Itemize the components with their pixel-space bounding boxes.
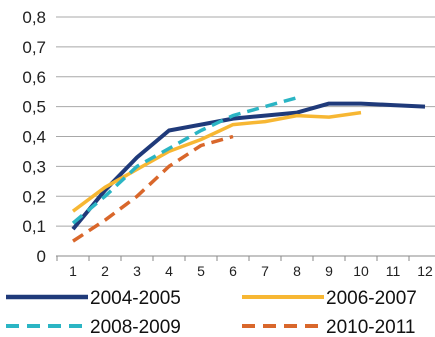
- y-tick-label: 0,1: [22, 217, 46, 236]
- legend-item: 2010-2011: [242, 317, 415, 337]
- series-line-2010-2011: [72, 134, 234, 243]
- series-line-2006-2007: [71, 110, 362, 213]
- gridlines: [56, 16, 435, 227]
- series-lines: [71, 96, 426, 243]
- y-tick-label: 0,3: [22, 157, 46, 176]
- x-tick-label: 5: [197, 263, 205, 279]
- x-tick-label: 9: [325, 263, 333, 279]
- x-tick-label: 12: [417, 263, 433, 279]
- x-tick-label: 1: [69, 263, 77, 279]
- x-tick-label: 7: [261, 263, 269, 279]
- legend-label: 2008-2009: [90, 317, 181, 337]
- series-line-2008-2009: [71, 96, 298, 225]
- y-axis-ticks: 0 0,1 0,2 0,3 0,4 0,5 0,6 0,7 0,8: [22, 8, 46, 266]
- x-tick-label: 8: [293, 263, 301, 279]
- legend-item: 2004-2005: [6, 288, 181, 309]
- y-tick-label: 0,7: [22, 38, 46, 57]
- series-line-2004-2005: [71, 101, 426, 231]
- legend-item: 2008-2009: [6, 317, 181, 337]
- legend-item: 2006-2007: [242, 288, 417, 309]
- y-tick-label: 0,6: [22, 68, 46, 87]
- y-tick-label: 0,8: [22, 8, 46, 27]
- y-tick-label: 0: [37, 247, 46, 266]
- legend-label: 2004-2005: [90, 288, 181, 309]
- x-tick-label: 10: [353, 263, 369, 279]
- legend-label: 2010-2011: [326, 317, 415, 337]
- y-tick-label: 0,2: [22, 187, 46, 206]
- x-tick-label: 4: [165, 263, 173, 279]
- y-tick-label: 0,5: [22, 98, 46, 117]
- x-tick-label: 3: [133, 263, 141, 279]
- x-tick-label: 2: [101, 263, 109, 279]
- legend-label: 2006-2007: [326, 288, 417, 309]
- x-axis-ticks: 1 2 3 4 5 6 7 8 9 10 11 12: [56, 256, 433, 279]
- y-tick-label: 0,4: [22, 128, 46, 147]
- legend: 2004-2005 2006-2007 2008-2009 2010-2011: [6, 288, 417, 337]
- x-tick-label: 11: [386, 263, 401, 279]
- x-tick-label: 6: [229, 263, 237, 279]
